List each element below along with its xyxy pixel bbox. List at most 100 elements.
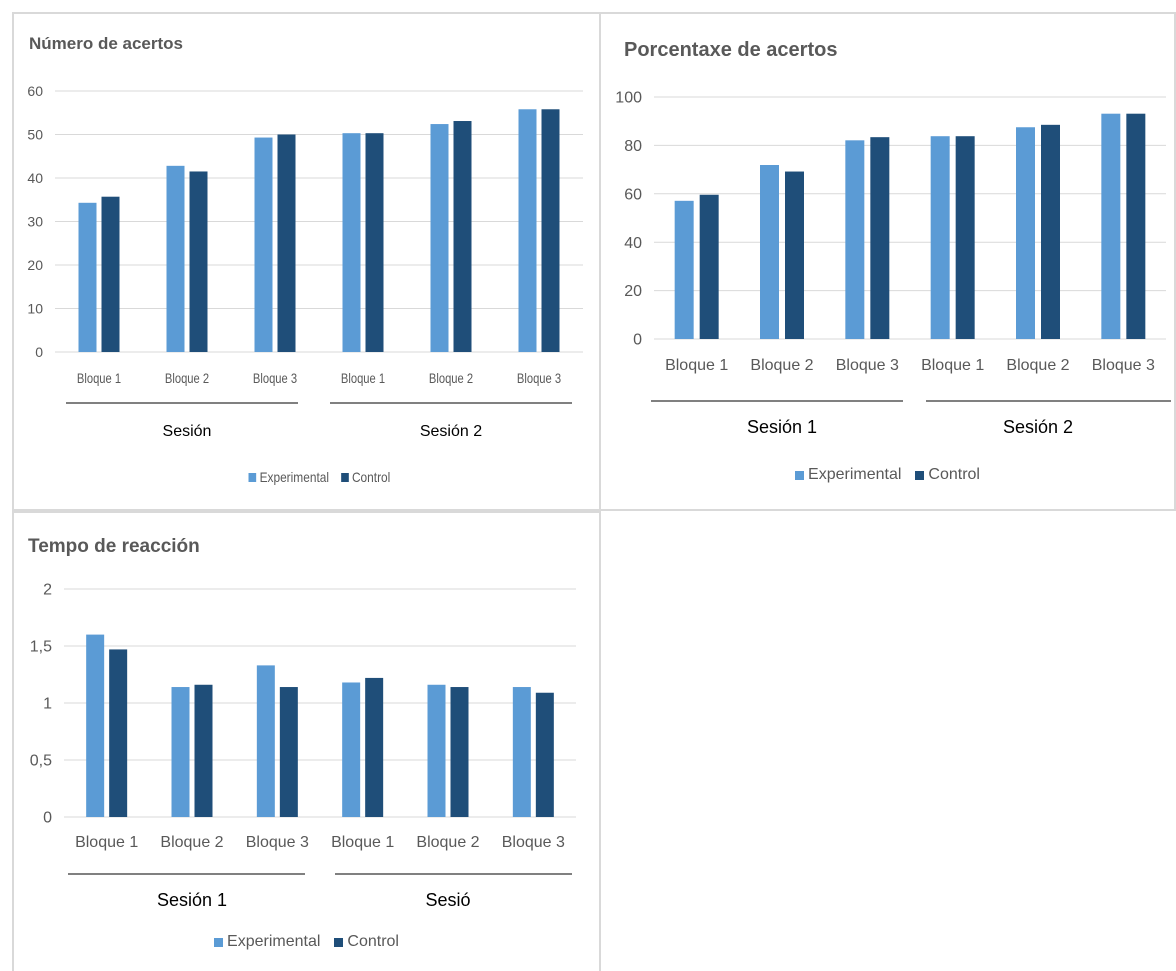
bar-experimental: [1101, 113, 1121, 339]
bar-experimental: [166, 165, 185, 352]
legend-swatch-control: [915, 470, 925, 480]
legend-item-experimental: Experimental: [248, 469, 329, 485]
bar-control: [365, 133, 384, 352]
y-tick-label: 0,5: [30, 753, 52, 770]
chart-panel-tempo-reaccion: Tempo de reacción 0 0,5 1 1,5 2 Bloque 1 Bloqu…: [12, 511, 601, 971]
legend-item-experimental: Experimental: [214, 933, 320, 951]
legend-item-control: Control: [915, 466, 980, 484]
bar-control: [194, 684, 213, 817]
x-tick-label: Bloque 1: [331, 834, 394, 851]
chart-panel-numero-acertos: Número de acertos 0 10 20 30 40 50 60 Bloque 1 B…: [12, 12, 601, 511]
legend-item-control: Control: [340, 469, 390, 485]
bar-experimental: [342, 133, 361, 352]
y-tick-label: 0: [35, 344, 43, 360]
x-tick-label: Bloque 2: [160, 834, 223, 851]
legend-item-control: Control: [334, 933, 399, 951]
bar-experimental: [518, 109, 537, 353]
bar-experimental: [78, 202, 97, 352]
x-tick-label: Bloque 3: [836, 357, 899, 374]
x-tick-label: Bloque 1: [75, 834, 138, 851]
bar-experimental: [342, 682, 361, 817]
legend-label: Control: [351, 469, 390, 485]
y-tick-label: 60: [624, 186, 642, 203]
bar-experimental: [760, 165, 779, 339]
y-tick-label: 80: [624, 138, 642, 155]
bar-experimental: [86, 634, 105, 817]
y-tick-label: 40: [27, 170, 43, 186]
x-tick-label: Bloque 1: [341, 371, 385, 386]
bar-control: [785, 171, 804, 339]
legend-swatch-experimental: [795, 470, 805, 480]
legend-swatch-experimental: [248, 472, 256, 482]
bar-experimental: [171, 687, 190, 817]
bar-experimental: [512, 687, 531, 817]
y-tick-label: 100: [615, 90, 642, 107]
bar-control: [189, 171, 208, 352]
group-label: Sesión 2: [420, 423, 482, 440]
bar-experimental: [1016, 127, 1035, 339]
bar-control: [109, 649, 128, 817]
x-tick-label: Bloque 2: [165, 371, 209, 386]
bar-control: [365, 677, 384, 817]
bar-control: [955, 136, 975, 339]
x-tick-label: Bloque 1: [665, 357, 728, 374]
y-tick-label: 30: [27, 213, 43, 229]
y-tick-label: 10: [27, 300, 43, 316]
bar-control: [870, 137, 890, 339]
x-tick-label: Bloque 1: [77, 371, 121, 386]
legend-swatch-experimental: [214, 937, 224, 947]
bar-control: [1041, 124, 1060, 339]
bar-experimental: [430, 124, 449, 352]
bar-control: [535, 692, 554, 817]
y-tick-label: 2: [43, 582, 52, 599]
legend-label: Experimental: [259, 469, 329, 485]
bar-experimental: [254, 137, 273, 352]
y-tick-label: 50: [27, 126, 43, 142]
x-tick-label: Bloque 3: [517, 371, 561, 386]
bar-control: [541, 109, 560, 353]
bar-control: [101, 196, 120, 352]
chart-legend: Experimental Control: [214, 933, 399, 951]
y-tick-label: 20: [624, 283, 642, 300]
legend-item-experimental: Experimental: [795, 466, 901, 484]
x-tick-label: Bloque 2: [1006, 357, 1069, 374]
bar-control: [1126, 113, 1146, 339]
x-tick-label: Bloque 2: [750, 357, 813, 374]
x-tick-label: Bloque 3: [246, 834, 309, 851]
y-tick-label: 60: [27, 83, 43, 99]
y-tick-label: 0: [633, 332, 642, 349]
legend-label: Control: [347, 933, 399, 950]
x-tick-label: Bloque 3: [502, 834, 565, 851]
bar-control: [277, 134, 296, 352]
legend-swatch-control: [340, 472, 349, 482]
chart-svg: 0 20 40 60 80 100 Bloque 1 Bloque 2 Bloque 3 Bloq…: [615, 90, 1171, 437]
x-tick-label: Bloque 2: [429, 371, 473, 386]
chart-legend: Experimental Control: [795, 466, 980, 484]
legend-label: Experimental: [227, 933, 321, 950]
chart-panel-porcentaxe-acertos: Porcentaxe de acertos 0 20 40 60 80 100 Bloque…: [599, 12, 1176, 511]
chart-title: Tempo de reacción: [28, 536, 200, 557]
y-tick-label: 0: [43, 810, 52, 827]
bar-control: [279, 687, 298, 817]
bar-experimental: [256, 665, 275, 817]
legend-label: Control: [928, 466, 980, 483]
x-tick-label: Bloque 3: [253, 371, 297, 386]
bar-experimental: [674, 200, 694, 339]
y-tick-label: 40: [624, 235, 642, 252]
bar-control: [450, 687, 469, 817]
group-label: Sesión 1: [157, 890, 227, 910]
bar-control: [453, 121, 472, 352]
y-tick-label: 1,5: [30, 639, 52, 656]
legend-swatch-control: [334, 937, 344, 947]
x-tick-label: Bloque 1: [921, 357, 984, 374]
y-tick-label: 1: [43, 696, 52, 713]
x-tick-label: Bloque 2: [416, 834, 479, 851]
bar-experimental: [427, 684, 446, 817]
y-tick-label: 20: [27, 257, 43, 273]
x-tick-label: Bloque 3: [1092, 357, 1155, 374]
bar-control: [699, 194, 719, 339]
chart-title: Porcentaxe de acertos: [624, 39, 838, 61]
group-label: Sesión 1: [747, 417, 817, 437]
chart-svg: 0 0,5 1 1,5 2 Bloque 1 Bloque 2 Bloque 3 Bloque …: [30, 582, 576, 910]
group-label: Sesión: [163, 423, 212, 440]
